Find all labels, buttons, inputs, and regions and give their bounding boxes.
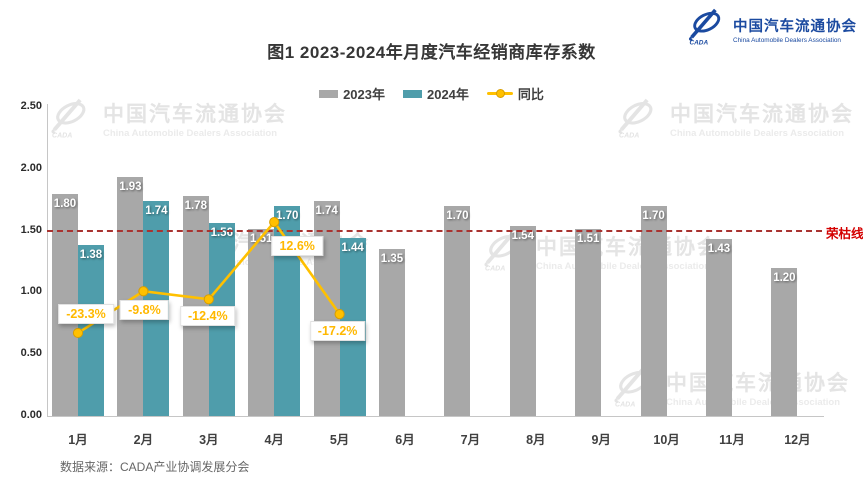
bar-2023-4月 — [248, 229, 275, 416]
yoy-label: -9.8% — [120, 300, 169, 321]
legend-item-2024年: 2024年 — [402, 84, 469, 103]
bar-value-label: 1.38 — [79, 249, 103, 262]
bar-2023-9月 — [575, 229, 602, 416]
yoy-label: -23.3% — [58, 303, 114, 324]
bar-value-label: 1.70 — [446, 209, 469, 222]
legend-item-2023年: 2023年 — [319, 84, 385, 103]
watermark-text-cn: 中国汽车流通协会 — [666, 371, 850, 395]
bar-value-label: 1.44 — [341, 242, 364, 255]
yoy-label: -12.4% — [179, 306, 236, 327]
bar-value-label: 1.70 — [275, 209, 299, 222]
watermark-text-cn: 中国汽车流通协会 — [536, 235, 720, 259]
bar-2023-12月 — [771, 267, 798, 416]
bar-value-label: 1.35 — [380, 253, 404, 266]
legend-swatch — [402, 89, 422, 98]
cada-swoosh-icon: CADA — [51, 98, 86, 139]
chart-legend: 2023年 2024年 同比 — [0, 84, 863, 103]
bar-value-label: 1.20 — [773, 271, 796, 284]
x-tick-label: 9月 — [591, 433, 611, 447]
bar-value-label: 1.78 — [184, 199, 207, 212]
x-tick-label: 7月 — [460, 433, 481, 447]
brand-name-en: China Automobile Dealers Association — [733, 36, 841, 44]
legend-swatch — [319, 89, 339, 98]
x-tick-label: 1月 — [68, 433, 88, 447]
watermark-text-en: China Automobile Dealers Association — [666, 396, 841, 408]
svg-text:CADA: CADA — [689, 39, 708, 45]
legend-label: 2024年 — [426, 87, 469, 102]
y-tick-label: 1.00 — [20, 285, 42, 298]
cada-logo-icon: CADA — [683, 8, 729, 50]
bar-value-label: 1.74 — [315, 204, 338, 217]
y-tick-label: 1.50 — [20, 223, 42, 236]
svg-text:CADA: CADA — [52, 133, 72, 139]
svg-text:CADA: CADA — [619, 133, 639, 139]
watermark-text-en: China Automobile Dealers Association — [670, 127, 845, 139]
legend-label: 同比 — [517, 87, 544, 102]
svg-text:CADA: CADA — [485, 266, 505, 272]
legend-item-同比: 同比 — [486, 84, 544, 103]
bar-2023-11月 — [706, 239, 732, 416]
reference-line-label: 荣枯线 — [826, 226, 863, 241]
y-tick-label: 2.50 — [20, 100, 42, 112]
x-tick-label: 10月 — [653, 433, 680, 447]
bar-2024-1月 — [78, 245, 104, 416]
watermark-text-en: China Automobile Dealers Association — [536, 260, 711, 272]
bar-value-label: 1.74 — [145, 204, 168, 217]
x-tick-label: 12月 — [784, 433, 811, 447]
brand-text: 中国汽车流通协会 China Automobile Dealers Associ… — [733, 15, 857, 44]
y-tick-label: 2.00 — [20, 161, 42, 174]
y-tick-label: 0.00 — [20, 409, 42, 421]
cada-swoosh-icon: CADA — [688, 8, 721, 46]
y-axis-line — [47, 104, 48, 417]
page-title: 图1 2023-2024年月度汽车经销商库存系数 — [267, 43, 596, 62]
y-tick-label: 0.50 — [20, 347, 42, 360]
yoy-label: 12.6% — [271, 236, 323, 257]
bar-value-label: 1.70 — [642, 209, 665, 222]
legend-line-dot — [486, 89, 513, 98]
bar-2023-2月 — [117, 177, 144, 416]
reference-line — [47, 229, 822, 232]
cada-swoosh-icon: CADA — [618, 98, 653, 139]
x-tick-label: 4月 — [264, 433, 284, 447]
legend-label: 2023年 — [343, 87, 385, 102]
watermark-text-en: China Automobile Dealers Association — [103, 127, 278, 139]
x-tick-label: 11月 — [719, 433, 745, 447]
x-tick-label: 2月 — [133, 433, 154, 447]
brand-logo: CADA 中国汽车流通协会 China Automobile Dealers A… — [683, 8, 857, 50]
x-tick-label: 8月 — [526, 433, 546, 447]
bar-2023-7月 — [444, 205, 471, 416]
bar-value-label: 1.43 — [707, 243, 731, 256]
bar-2023-6月 — [379, 249, 405, 416]
svg-text:CADA: CADA — [615, 402, 635, 408]
bar-value-label: 1.80 — [53, 197, 77, 210]
bar-2023-10月 — [640, 205, 667, 416]
x-tick-label: 5月 — [329, 433, 350, 447]
bar-value-label: 1.93 — [119, 181, 142, 194]
x-tick-label: 3月 — [199, 433, 219, 447]
brand-name-cn: 中国汽车流通协会 — [733, 18, 857, 35]
data-source-note: 数据来源：CADA产业协调发展分会 — [60, 460, 250, 474]
bar-2023-5月 — [313, 200, 340, 416]
x-tick-label: 6月 — [395, 433, 415, 447]
x-axis-line — [47, 416, 824, 417]
yoy-label: -17.2% — [309, 321, 366, 342]
bar-2023-8月 — [509, 225, 536, 416]
bar-value-label: 1.51 — [249, 233, 273, 246]
bar-value-label: 1.51 — [576, 233, 600, 246]
